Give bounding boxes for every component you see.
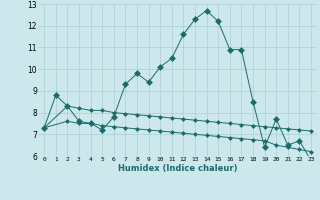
X-axis label: Humidex (Indice chaleur): Humidex (Indice chaleur) [118,164,237,173]
